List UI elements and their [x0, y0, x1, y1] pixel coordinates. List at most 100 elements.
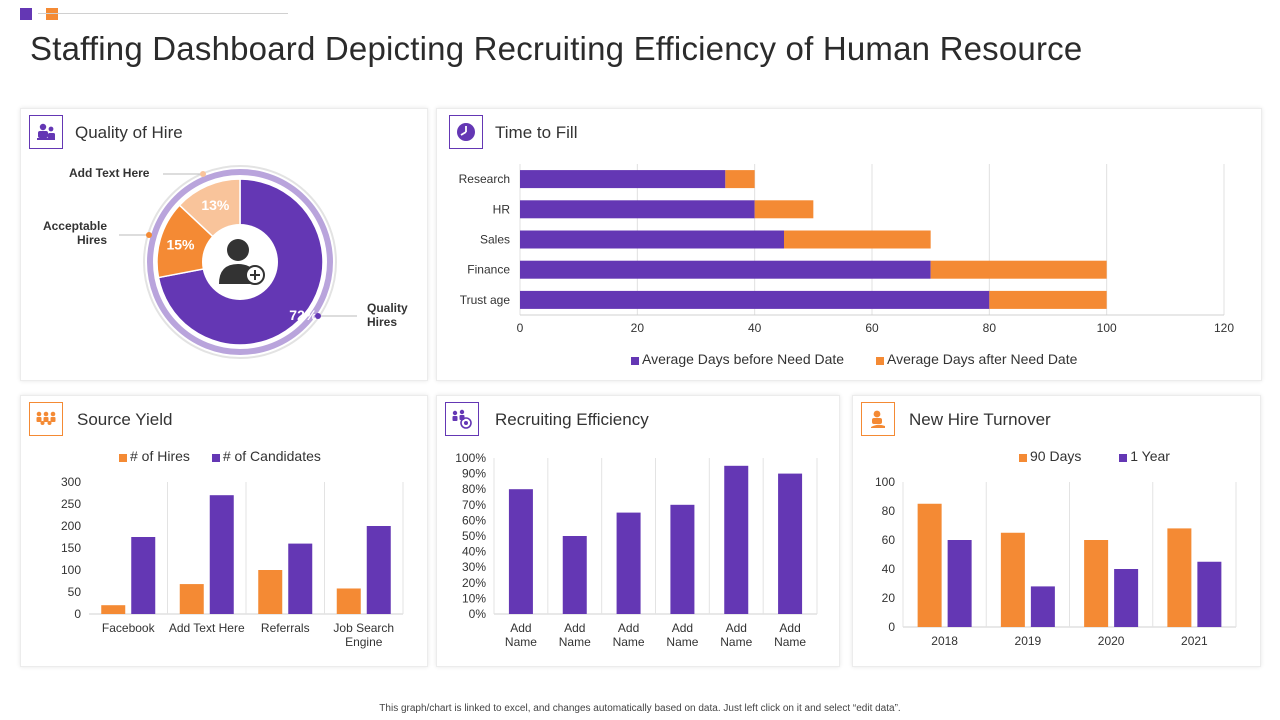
- x-tick-label: 60: [865, 321, 879, 335]
- bar: [508, 489, 533, 614]
- x-category-label: Job Search Engine: [333, 621, 394, 649]
- bar-before-need-date: [520, 260, 931, 279]
- x-category-label: 2020: [1098, 634, 1125, 648]
- y-tick-label: 60%: [462, 513, 486, 527]
- y-tick-label: 200: [61, 519, 81, 533]
- x-category-label: 2018: [931, 634, 958, 648]
- bar: [209, 495, 234, 614]
- recruiting-efficiency-card: Recruiting Efficiency 0% 10% 20% 30% 40% 50% 6…: [436, 395, 840, 667]
- x-category-label: Add Name: [720, 621, 752, 649]
- user-add-icon: [227, 239, 249, 261]
- label-line: Hires: [367, 315, 398, 329]
- bar-after-need-date: [989, 290, 1107, 309]
- bar: [947, 540, 972, 627]
- page-title: Staffing Dashboard Depicting Recruiting …: [30, 30, 1083, 67]
- bar-before-need-date: [520, 290, 990, 309]
- card-title: Source Yield: [77, 410, 173, 429]
- y-tick-label: 300: [61, 475, 81, 489]
- header-divider: [38, 13, 288, 14]
- bar-after-need-date: [725, 170, 755, 189]
- person-hand-icon: [861, 402, 895, 436]
- legend-item: Average Days before Need Date: [631, 351, 844, 367]
- pie-label-quality: Quality Hires: [367, 301, 408, 329]
- bar: [917, 503, 942, 627]
- bar: [778, 473, 803, 614]
- legend-swatch: [119, 453, 127, 462]
- new-hire-turnover-chart: 0 20 40 60 80 100 2018 2019 2020 2021: [875, 475, 1237, 648]
- x-category-label: Add Name: [559, 621, 591, 649]
- bar: [336, 588, 361, 614]
- bar-before-need-date: [520, 200, 755, 219]
- y-tick-label: 70%: [462, 498, 486, 512]
- legend-swatch: [211, 453, 220, 462]
- x-tick-label: 80: [983, 321, 997, 335]
- quality-pie-chart: 72% 15% 13%: [119, 165, 357, 359]
- legend-label: Average Days after Need Date: [886, 351, 1078, 368]
- y-tick-label: 250: [61, 497, 81, 511]
- y-category-label: Sales: [480, 233, 510, 247]
- legend-item: # of Candidates: [211, 448, 321, 465]
- bar: [288, 543, 313, 614]
- y-category-label: Trust age: [460, 293, 511, 307]
- x-category-label: Add Text Here: [169, 621, 245, 635]
- team-icon: [29, 115, 63, 149]
- legend-item: 90 Days: [1019, 448, 1081, 464]
- legend-label: Average Days before Need Date: [642, 351, 845, 368]
- y-category-label: Finance: [467, 263, 510, 277]
- turnover-legend: 90 Days 1 Year: [1019, 447, 1188, 464]
- x-category-label: Add Name: [505, 621, 537, 649]
- bar: [1030, 586, 1055, 627]
- source-yield-chart: 0 50 100 150 200 250 300 Facebook Add Text Here R…: [61, 475, 404, 649]
- y-tick-label: 0: [74, 607, 81, 621]
- y-tick-label: 150: [61, 541, 81, 555]
- time-to-fill-chart: 0 20 40 60 80 100 120 Research HR Sales Finance Tru…: [459, 164, 1234, 335]
- bar: [616, 512, 641, 614]
- x-category-label: Facebook: [102, 621, 156, 635]
- y-category-label: HR: [493, 202, 511, 216]
- y-tick-label: 20: [882, 591, 896, 605]
- time-to-fill-legend: Average Days before Need Date Average Da…: [631, 350, 1095, 367]
- card-title: Time to Fill: [495, 123, 578, 142]
- footer-note: This graph/chart is linked to excel, and…: [379, 703, 901, 714]
- y-tick-label: 100: [875, 475, 895, 489]
- legend-swatch: [1019, 453, 1027, 462]
- x-category-label: Add Name: [666, 621, 698, 649]
- bar-after-need-date: [784, 230, 931, 249]
- pie-slice-label: 72%: [289, 307, 318, 323]
- x-category-label: Add Name: [774, 621, 806, 649]
- label-line: Quality: [367, 301, 408, 315]
- legend-item: 1 Year: [1119, 448, 1170, 464]
- bar: [724, 465, 749, 614]
- pie-slice-label: 13%: [201, 197, 230, 213]
- x-tick-label: 40: [748, 321, 762, 335]
- pie-label-add-text: Add Text Here: [69, 166, 149, 180]
- y-tick-label: 50: [68, 585, 82, 599]
- legend-label: 1 Year: [1130, 448, 1170, 465]
- bar: [131, 537, 156, 614]
- bar: [1197, 561, 1222, 627]
- bar: [1114, 569, 1139, 627]
- label-line: Add Text Here: [69, 166, 150, 180]
- quality-of-hire-card: Quality of Hire 72% 15% 13% Add Text Here …: [20, 108, 428, 381]
- legend-label: # of Candidates: [222, 448, 321, 465]
- time-to-fill-card: Time to Fill 0 20 40 60 80 100 120 Research HR Sa…: [436, 108, 1262, 381]
- legend-label: 90 Days: [1030, 448, 1082, 465]
- orange-square: [46, 8, 58, 20]
- pie-accent-ring: [147, 169, 333, 355]
- legend-item: # of Hires: [119, 448, 190, 464]
- bar: [366, 526, 391, 614]
- callout-dot: [315, 313, 321, 319]
- callout-dot: [146, 232, 152, 238]
- y-tick-label: 50%: [462, 529, 486, 543]
- y-tick-label: 0%: [469, 607, 487, 621]
- y-tick-label: 20%: [462, 576, 486, 590]
- y-tick-label: 30%: [462, 560, 486, 574]
- y-tick-label: 40: [882, 562, 896, 576]
- y-tick-label: 40%: [462, 545, 486, 559]
- source-yield-card: Source Yield # of Hires # of Candidates …: [20, 395, 428, 667]
- pie-center: [202, 224, 278, 300]
- recruiting-efficiency-chart: 0% 10%20% 30%40% 50% 60%70% 80%90% 100% Add Name…: [455, 451, 818, 649]
- card-title: New Hire Turnover: [909, 410, 1051, 429]
- pie-label-acceptable: Acceptable Hires: [23, 219, 107, 247]
- bar: [562, 536, 587, 614]
